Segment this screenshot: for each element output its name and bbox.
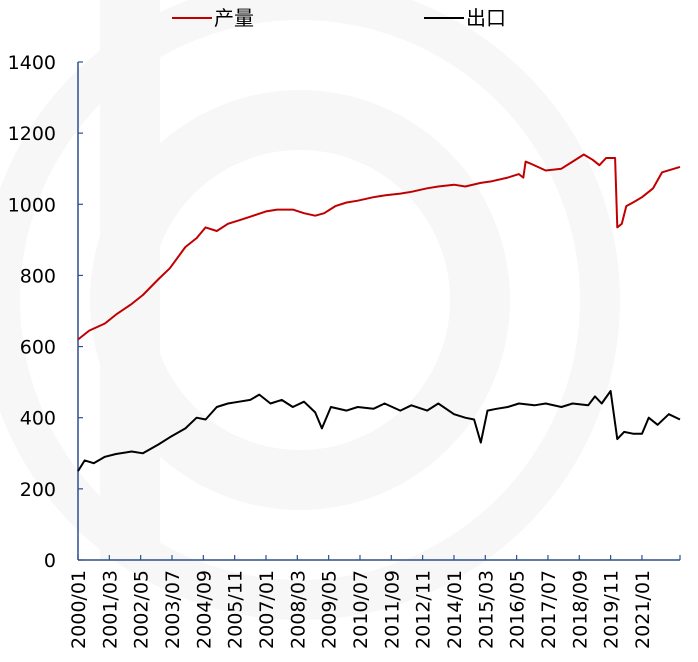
x-tick-label: 2003/07 — [162, 570, 184, 649]
series-line-1 — [77, 390, 681, 472]
legend-label-0: 产量 — [214, 6, 254, 30]
legend-label-1: 出口 — [466, 6, 506, 30]
axes: 0 200 400 600 800 1000 1200 1400 2000/01 2001/03 2… — [8, 52, 681, 649]
y-tick-label: 400 — [20, 408, 56, 430]
x-tick-label: 2005/11 — [225, 570, 247, 649]
x-tick-label: 2002/05 — [131, 570, 153, 649]
y-tick-label: 1000 — [8, 194, 56, 216]
x-tick-label: 2007/01 — [256, 570, 278, 649]
y-tick-label: 1400 — [8, 52, 56, 74]
y-tick-label: 1200 — [8, 123, 56, 145]
x-tick-label: 2004/09 — [193, 570, 215, 649]
legend: 产量 出口 — [172, 6, 506, 30]
watermark-logo — [0, 0, 600, 600]
x-tick-label: 2000/01 — [68, 570, 90, 649]
x-tick-label: 2014/01 — [444, 570, 466, 649]
x-tick-label: 2016/05 — [507, 570, 529, 649]
x-tick-label: 2015/03 — [475, 570, 497, 649]
y-tick-label: 600 — [20, 337, 56, 359]
x-tick-label: 2017/07 — [538, 570, 560, 649]
y-tick-label: 200 — [20, 479, 56, 501]
y-tick-label: 800 — [20, 265, 56, 287]
series-line-0 — [77, 153, 681, 341]
x-tick-label: 2008/03 — [287, 570, 309, 649]
y-tick-label: 0 — [44, 550, 56, 572]
x-tick-label: 2019/11 — [601, 570, 623, 649]
x-tick-label: 2010/07 — [350, 570, 372, 649]
x-tick-label: 2001/03 — [99, 570, 121, 649]
x-tick-label: 2011/09 — [381, 570, 403, 649]
x-tick-label: 2012/11 — [413, 570, 435, 649]
x-tick-label: 2009/05 — [319, 570, 341, 649]
series-layer — [77, 153, 681, 472]
x-tick-label: 2018/09 — [569, 570, 591, 649]
x-tick-label: 2021/01 — [632, 570, 654, 649]
